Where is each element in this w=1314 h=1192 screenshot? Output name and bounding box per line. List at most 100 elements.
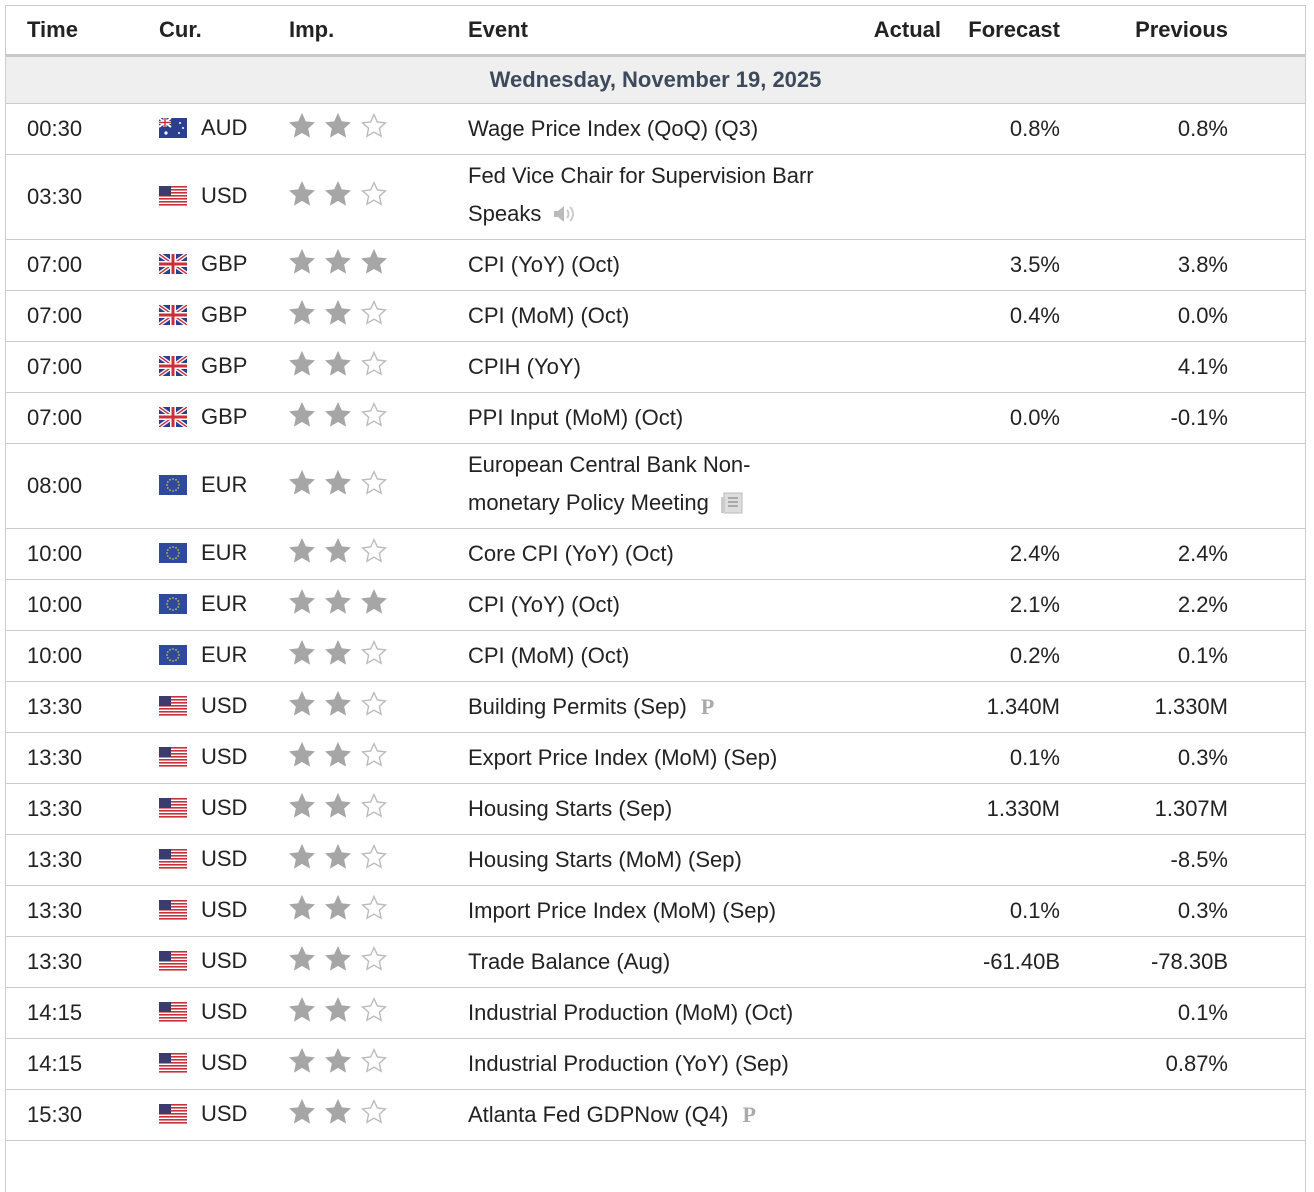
importance [271, 341, 451, 393]
actual [836, 290, 941, 342]
event: CPI (MoM) (Oct) [468, 637, 629, 675]
actual [836, 528, 941, 580]
spacer [1244, 987, 1305, 1039]
currency-cell: USD [141, 783, 271, 835]
event: Import Price Index (MoM) (Sep) [468, 892, 776, 930]
forecast: 0.1% [941, 732, 1076, 784]
currency-cell: USD [141, 1089, 271, 1141]
event: Industrial Production (YoY) (Sep) [468, 1045, 789, 1083]
star-filled [288, 690, 316, 723]
star-empty [360, 1098, 388, 1131]
actual [836, 834, 941, 886]
speech-icon [551, 200, 577, 238]
currency: EUR [201, 539, 248, 565]
time: 07:00 [6, 290, 141, 342]
spacer [1244, 885, 1305, 937]
spacer [1244, 783, 1305, 835]
event-cell: Industrial Production (MoM) (Oct) [451, 987, 836, 1039]
star-filled [288, 401, 316, 434]
currency-cell: GBP [141, 392, 271, 444]
currency-cell: AUD [141, 103, 271, 155]
event: Industrial Production (MoM) (Oct) [468, 994, 793, 1032]
forecast [941, 1089, 1076, 1141]
previous: 0.1% [1076, 987, 1244, 1039]
importance [271, 443, 451, 529]
event: CPI (YoY) (Oct) [468, 246, 620, 284]
star-filled [288, 350, 316, 383]
flag [157, 251, 189, 280]
event-name: Export Price Index (MoM) (Sep) [468, 745, 778, 770]
previous [1076, 443, 1244, 529]
star-filled [288, 248, 316, 281]
spacer [1244, 681, 1305, 733]
currency: GBP [201, 250, 248, 276]
event-row: 10:00 EUR Core CPI (YoY) (Oct) 2.4% 2.4% [6, 528, 1305, 580]
importance [271, 1038, 451, 1090]
star-filled [324, 792, 352, 825]
event: Building Permits (Sep) P [468, 688, 714, 726]
star-filled [324, 639, 352, 672]
event-row: 10:00 EUR CPI (YoY) (Oct) 2.1% 2.2% [6, 579, 1305, 631]
actual [836, 936, 941, 988]
importance [271, 630, 451, 682]
forecast: -61.40B [941, 936, 1076, 988]
currency-cell: USD [141, 987, 271, 1039]
spacer [1244, 443, 1305, 529]
star-filled [288, 180, 316, 213]
time: 14:15 [6, 987, 141, 1039]
event-row: 13:30 USD Trade Balance (Aug) -61.40B -78.30… [6, 936, 1305, 988]
actual [836, 103, 941, 155]
event-name: Import Price Index (MoM) (Sep) [468, 898, 777, 923]
event-name: CPI (MoM) (Oct) [468, 643, 630, 668]
spacer [1244, 1089, 1305, 1141]
event: PPI Input (MoM) (Oct) [468, 399, 683, 437]
forecast [941, 341, 1076, 393]
star-filled [288, 639, 316, 672]
importance [271, 154, 451, 240]
currency-cell: USD [141, 885, 271, 937]
time: 08:00 [6, 443, 141, 529]
previous: 0.1% [1076, 630, 1244, 682]
star-filled [288, 1098, 316, 1131]
event-row: 07:00 GBP CPIH (YoY) 4.1% [6, 341, 1305, 393]
forecast [941, 834, 1076, 886]
event-cell: CPIH (YoY) [451, 341, 836, 393]
forecast [941, 987, 1076, 1039]
event-row: 15:30 USD Atlanta Fed GDPNow (Q4) P [6, 1089, 1305, 1141]
previous: 4.1% [1076, 341, 1244, 393]
event-cell: Housing Starts (MoM) (Sep) [451, 834, 836, 886]
actual [836, 987, 941, 1039]
star-filled [324, 401, 352, 434]
event-row: 14:15 USD Industrial Production (YoY) (Sep… [6, 1038, 1305, 1090]
report-icon [719, 489, 745, 527]
event-cell: Atlanta Fed GDPNow (Q4) P [451, 1089, 836, 1141]
event-row: 13:30 USD Housing Starts (MoM) (Sep) -8.5% [6, 834, 1305, 886]
calendar: Time Cur. Imp. Event Actual Forecast Pre… [5, 5, 1306, 1192]
star-empty [360, 299, 388, 332]
event-cell: Export Price Index (MoM) (Sep) [451, 732, 836, 784]
actual [836, 1089, 941, 1141]
event-name: Core CPI (YoY) (Oct) [468, 541, 674, 566]
actual [836, 392, 941, 444]
importance [271, 987, 451, 1039]
event-cell: Housing Starts (Sep) [451, 783, 836, 835]
previous: -78.30B [1076, 936, 1244, 988]
event-name: PPI Input (MoM) (Oct) [468, 405, 684, 430]
forecast: 0.1% [941, 885, 1076, 937]
star-empty [360, 537, 388, 570]
flag [159, 848, 187, 875]
actual [836, 885, 941, 937]
event-name: CPI (YoY) (Oct) [468, 592, 620, 617]
event-cell: PPI Input (MoM) (Oct) [451, 392, 836, 444]
previous: 1.307M [1076, 783, 1244, 835]
currency: GBP [201, 403, 248, 429]
star-empty [360, 843, 388, 876]
importance [271, 290, 451, 342]
star-empty [360, 401, 388, 434]
currency-cell: EUR [141, 443, 271, 529]
previous: 0.3% [1076, 885, 1244, 937]
currency: GBP [201, 352, 248, 378]
flag [159, 746, 187, 773]
importance [271, 732, 451, 784]
event: CPIH (YoY) [468, 348, 581, 386]
